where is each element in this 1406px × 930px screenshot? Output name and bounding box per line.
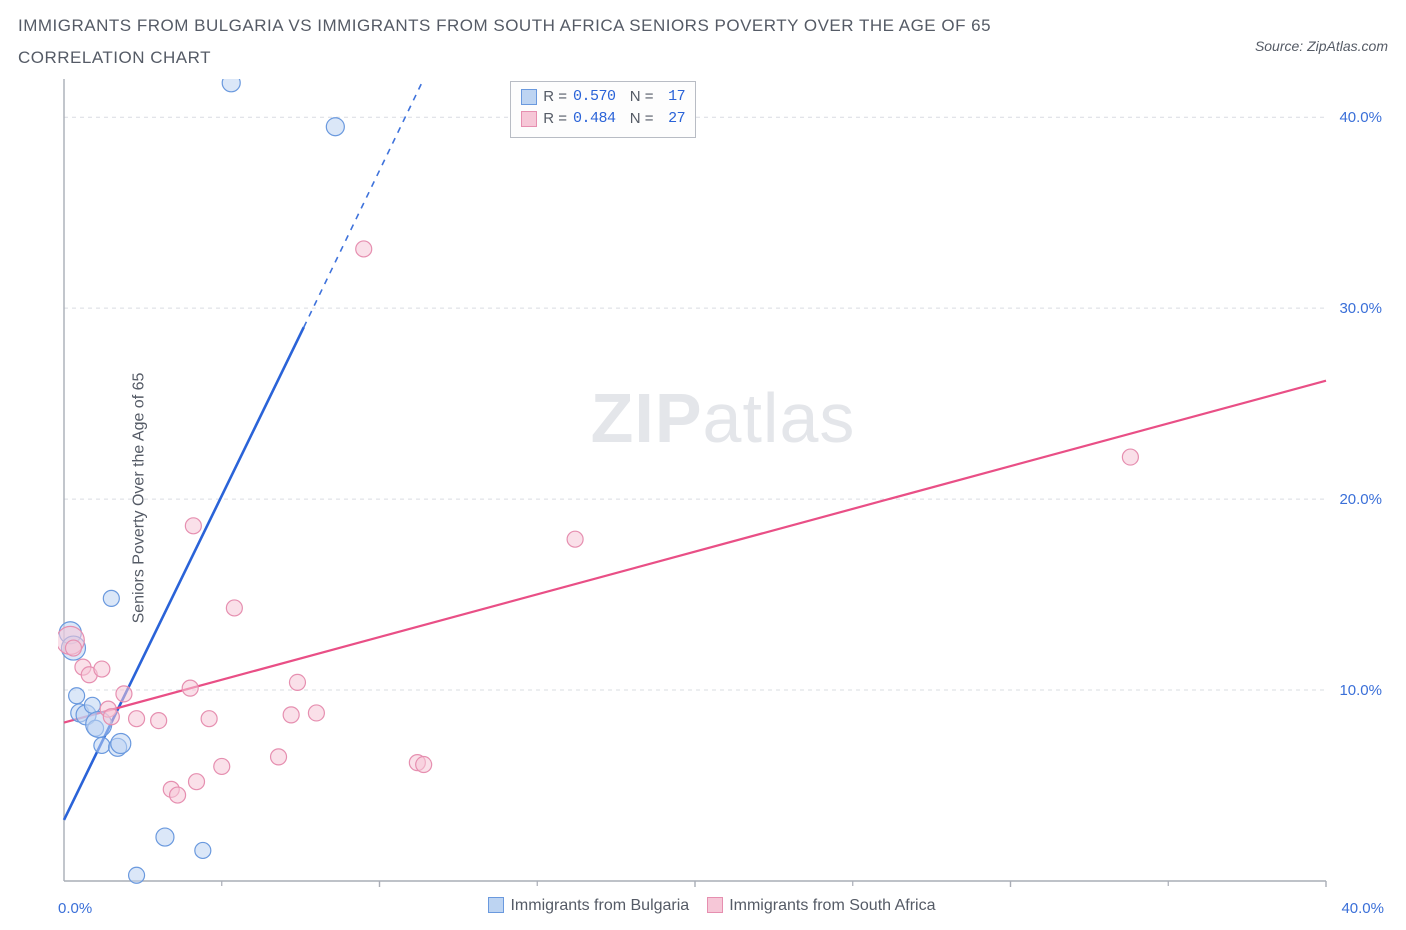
svg-text:30.0%: 30.0%	[1339, 300, 1382, 317]
source-label: Source: ZipAtlas.com	[1255, 38, 1388, 54]
svg-text:40.0%: 40.0%	[1339, 109, 1382, 126]
svg-text:20.0%: 20.0%	[1339, 491, 1382, 508]
legend-row: R = 0.570 N = 17	[521, 86, 685, 109]
svg-text:10.0%: 10.0%	[1339, 682, 1382, 699]
legend-label: Immigrants from Bulgaria	[510, 897, 689, 914]
legend-row: R = 0.484 N = 27	[521, 108, 685, 131]
chart-title: IMMIGRANTS FROM BULGARIA VS IMMIGRANTS F…	[18, 10, 1118, 75]
legend-swatch	[707, 897, 723, 913]
scatter-chart: 10.0% 20.0% 30.0% 40.0%	[58, 79, 1388, 887]
legend-label: Immigrants from South Africa	[729, 897, 935, 914]
series-legend: Immigrants from Bulgaria Immigrants from …	[18, 897, 1388, 915]
correlation-legend: R = 0.570 N = 17R = 0.484 N = 27	[510, 81, 696, 138]
legend-swatch	[488, 897, 504, 913]
chart-plot-area: 10.0%20.0%30.0%40.0% ZIPatlas R = 0.570 …	[58, 79, 1388, 887]
